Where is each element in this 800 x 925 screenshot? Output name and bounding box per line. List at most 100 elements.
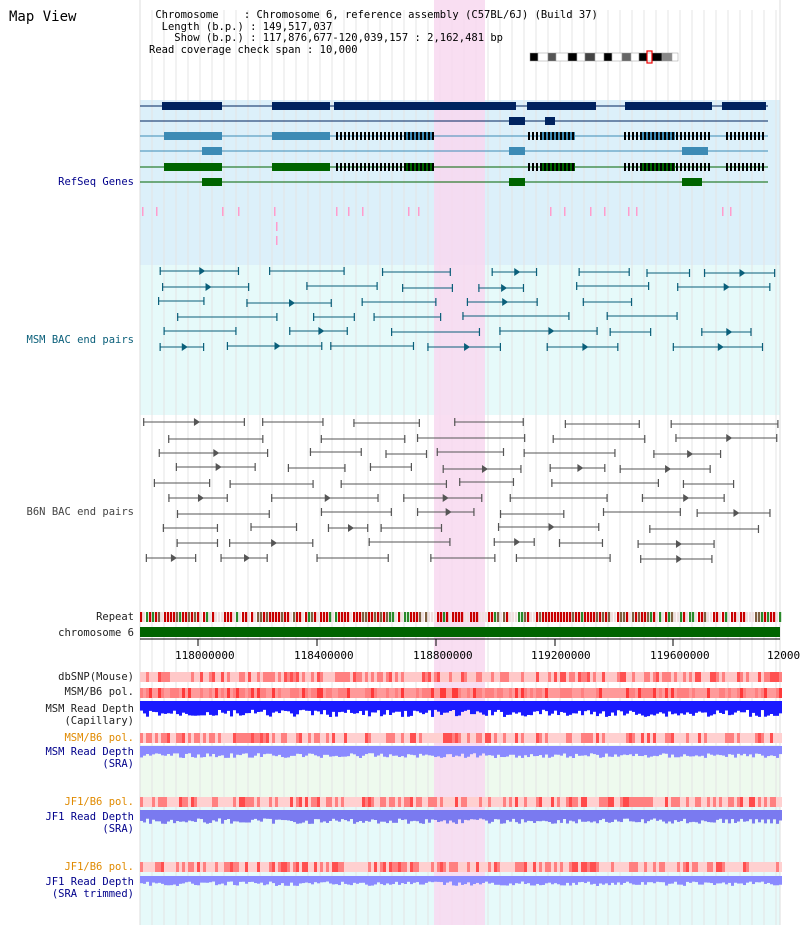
depth-bar: [467, 746, 470, 757]
depth-bar: [452, 701, 455, 711]
depth-bar: [188, 701, 191, 716]
b6n-bac-pair: [322, 418, 324, 426]
info-show: Show (b.p.) : 117,876,677-120,039,157 : …: [149, 32, 504, 44]
depth-bar: [575, 746, 578, 754]
heat-cell: [671, 862, 674, 872]
heat-cell: [593, 862, 596, 872]
repeat-mark: [545, 612, 548, 622]
msm-bac-pair: [427, 343, 429, 351]
depth-bar: [341, 746, 344, 757]
gene-exon-fine: [340, 132, 342, 140]
depth-bar: [209, 810, 212, 823]
depth-bar: [698, 746, 701, 757]
heat-cell: [428, 688, 431, 698]
depth-bar: [455, 746, 458, 756]
depth-bar: [476, 876, 479, 883]
repeat-mark: [689, 612, 692, 622]
heat-cell: [653, 862, 656, 872]
depth-bar: [392, 746, 395, 756]
depth-bar: [236, 746, 239, 755]
heat-cell: [455, 797, 458, 807]
track-label-jf1-b6-pol-2[interactable]: JF1/B6 pol.: [64, 861, 134, 873]
b6n-bac-pair: [442, 494, 449, 502]
heat-cell: [635, 733, 638, 743]
track-label-msm-bac[interactable]: MSM BAC end pairs: [26, 334, 134, 346]
heat-cell: [416, 797, 419, 807]
depth-bar: [152, 876, 155, 883]
heat-cell: [218, 862, 221, 872]
gene-exon-fine: [432, 163, 434, 171]
heat-cell: [401, 672, 404, 682]
repeat-mark: [200, 612, 203, 622]
depth-bar: [647, 810, 650, 822]
depth-bar: [200, 810, 203, 820]
gene-exon-fine: [532, 163, 534, 171]
heat-cell: [494, 672, 497, 682]
b6n-bac-pair: [502, 448, 505, 456]
repeat-mark: [725, 612, 728, 622]
heat-cell: [743, 797, 746, 807]
depth-bar: [617, 876, 620, 883]
depth-bar: [422, 701, 425, 715]
depth-bar: [350, 810, 353, 820]
track-label-msm-b6-pol[interactable]: MSM/B6 pol.: [64, 686, 134, 698]
depth-bar: [338, 810, 341, 822]
depth-bar: [551, 701, 554, 714]
b6n-bac-pair: [733, 509, 740, 517]
heat-cell: [683, 733, 686, 743]
depth-bar: [377, 701, 380, 711]
heat-cell: [461, 862, 464, 872]
heat-cell: [443, 672, 446, 682]
depth-bar: [146, 746, 149, 755]
heat-cell: [272, 688, 275, 698]
repeat-mark: [647, 612, 650, 622]
heat-cell: [743, 733, 746, 743]
msm-bac-pair: [226, 342, 229, 350]
heat-cell: [641, 862, 644, 872]
refseq-tick: [222, 207, 224, 216]
track-label-refseq[interactable]: RefSeq Genes: [58, 176, 134, 188]
gene-exon-fine: [692, 163, 694, 171]
gene-exon-fine: [726, 132, 728, 140]
depth-bar: [611, 701, 614, 713]
heat-cell: [545, 733, 548, 743]
depth-bar: [368, 746, 371, 754]
heat-cell: [407, 797, 410, 807]
depth-bar: [266, 876, 269, 885]
track-label-b6n-bac[interactable]: B6N BAC end pairs: [26, 506, 134, 518]
heat-cell: [443, 688, 446, 698]
track-label-msm-depth-capillary[interactable]: MSM Read Depth: [45, 703, 134, 715]
depth-bar: [734, 810, 737, 823]
track-label-msm-b6-pol-2[interactable]: MSM/B6 pol.: [64, 732, 134, 744]
heat-cell: [596, 797, 599, 807]
b6n-bac-pair: [657, 479, 659, 487]
depth-bar: [665, 701, 668, 717]
track-label-jf1-b6-pol[interactable]: JF1/B6 pol.: [64, 796, 134, 808]
gene-exon-fine: [636, 132, 638, 140]
depth-bar: [194, 701, 197, 716]
track-label-jf1-depth-trimmed[interactable]: JF1 Read Depth: [45, 876, 134, 888]
track-label-msm-depth-sra[interactable]: MSM Read Depth: [45, 746, 134, 758]
depth-bar: [734, 701, 737, 713]
heat-cell: [692, 733, 695, 743]
gene-exon-fine: [536, 132, 538, 140]
track-label-jf1-depth-sra[interactable]: JF1 Read Depth: [45, 811, 134, 823]
track-label-chromosome[interactable]: chromosome 6: [58, 627, 134, 639]
depth-bar: [242, 810, 245, 823]
depth-bar: [197, 876, 200, 886]
heat-cell: [767, 733, 770, 743]
depth-bar: [338, 701, 341, 713]
heat-cell: [308, 797, 311, 807]
gene-exon-fine: [380, 132, 382, 140]
heat-cell: [458, 862, 461, 872]
track-label-dbsnp[interactable]: dbSNP(Mouse): [58, 671, 134, 683]
heat-cell: [176, 862, 179, 872]
depth-bar: [383, 810, 386, 822]
heat-cell: [545, 797, 548, 807]
heat-cell: [206, 797, 209, 807]
depth-bar: [740, 701, 743, 713]
track-label-repeat[interactable]: Repeat: [96, 611, 134, 623]
depth-bar: [245, 746, 248, 754]
depth-bar: [506, 701, 509, 715]
